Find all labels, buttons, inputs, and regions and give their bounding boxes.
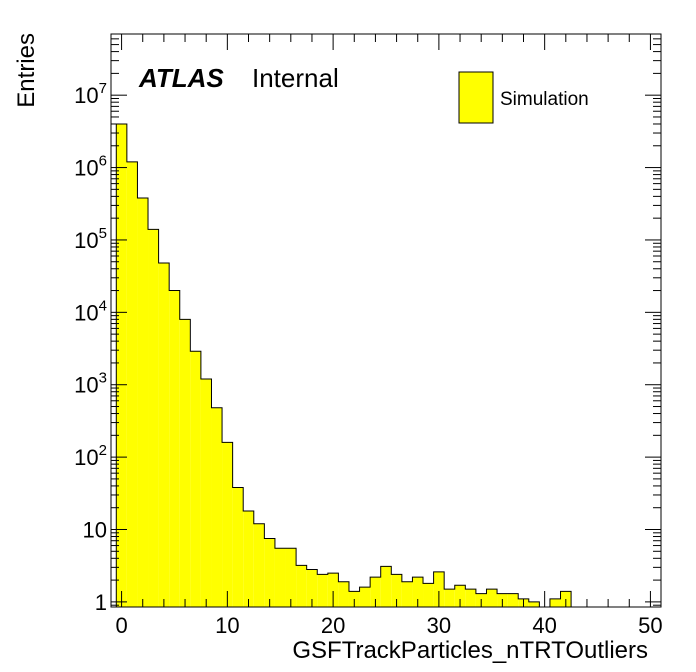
legend: Simulation — [458, 71, 589, 124]
x-tick-label: 30 — [427, 613, 451, 638]
y-tick-label: 1 — [95, 590, 107, 615]
histogram-bin — [370, 577, 381, 607]
histogram-bin — [412, 577, 424, 607]
histogram-bin — [232, 487, 244, 607]
atlas-label: ATLAS — [138, 63, 224, 93]
histogram-bin — [327, 573, 339, 607]
x-tick-label: 10 — [215, 613, 239, 638]
histogram-bin — [158, 263, 170, 607]
histogram-bin — [148, 229, 159, 607]
y-tick-label: 104 — [74, 297, 107, 325]
y-tick-label: 107 — [74, 80, 107, 108]
y-tick-label: 10 — [83, 518, 107, 543]
y-axis-title: Entries — [13, 33, 40, 108]
legend-label-simulation: Simulation — [500, 89, 589, 110]
histogram-bin — [549, 598, 561, 607]
histogram-bin — [126, 161, 138, 607]
histogram-bin — [486, 589, 498, 607]
histogram-bin — [528, 601, 540, 607]
y-tick-label: 102 — [74, 442, 107, 470]
histogram-bin — [253, 523, 265, 607]
x-tick-label: 50 — [638, 613, 662, 638]
histogram-bin — [222, 442, 233, 607]
histogram-bin — [444, 589, 455, 607]
y-tick-label: 105 — [74, 225, 107, 253]
histogram-bin — [169, 290, 180, 607]
histogram-bin — [401, 581, 413, 607]
histogram-bin — [274, 548, 286, 607]
histogram-bin — [200, 378, 212, 607]
histogram-bin — [391, 574, 402, 607]
axis-ticks — [111, 33, 661, 607]
histogram-bin — [454, 585, 466, 607]
histogram-bin — [116, 123, 127, 607]
x-tick-label: 40 — [532, 613, 556, 638]
histogram-outline — [115, 123, 572, 607]
histogram-bin — [211, 407, 223, 607]
histogram-bin — [243, 511, 254, 607]
histogram-bin — [338, 581, 349, 607]
histogram-bin — [264, 538, 275, 607]
internal-label: Internal — [252, 63, 339, 93]
y-tick-label: 106 — [74, 153, 107, 181]
x-tick-label: 20 — [321, 613, 345, 638]
x-tick-label: 0 — [115, 613, 127, 638]
histogram-bin — [317, 574, 328, 607]
histogram-bin — [433, 571, 445, 607]
histogram-bars — [115, 123, 572, 607]
legend-swatch-simulation — [458, 71, 494, 124]
y-tick-label: 103 — [74, 370, 107, 398]
histogram-bin — [137, 197, 149, 607]
histogram-bin — [423, 583, 434, 607]
histogram-bin — [179, 319, 191, 607]
histogram-bin — [380, 566, 392, 607]
histogram-bin — [190, 351, 201, 607]
histogram-bin — [306, 569, 318, 607]
histogram-bin — [359, 587, 371, 607]
tick-labels: 0 10 20 30 40 50 1 10 102 103 104 105 106 107 — [74, 80, 662, 638]
plot-frame — [110, 33, 662, 608]
x-axis-title: GSFTrackParticles_nTRTOutliers — [292, 637, 648, 664]
histogram-bin — [465, 589, 476, 607]
histogram-bin — [285, 548, 297, 607]
histogram-bin — [507, 593, 519, 607]
histogram-bin — [296, 565, 307, 607]
